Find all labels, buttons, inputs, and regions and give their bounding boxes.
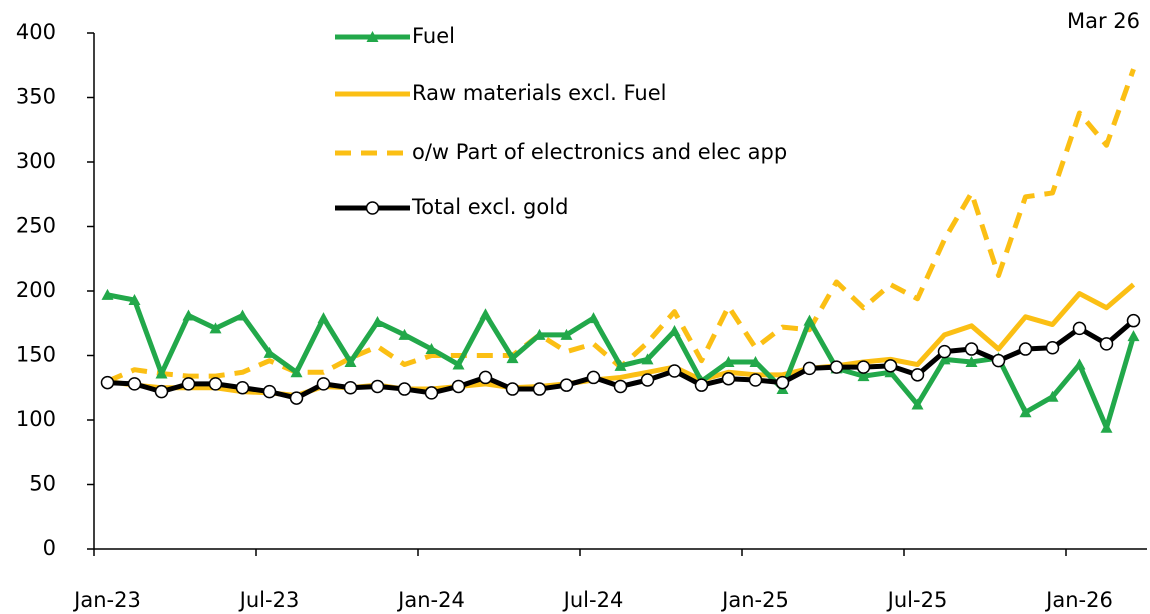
point bbox=[964, 342, 979, 356]
x-tick-label: Jul-25 bbox=[886, 588, 948, 612]
point bbox=[262, 384, 277, 399]
point bbox=[640, 373, 655, 387]
point bbox=[182, 309, 195, 321]
point bbox=[587, 312, 600, 324]
point bbox=[100, 375, 115, 390]
legend-marker bbox=[365, 201, 380, 215]
point bbox=[209, 322, 222, 334]
point bbox=[343, 381, 358, 395]
point bbox=[1127, 330, 1140, 342]
x-tick-label: Jul-23 bbox=[238, 588, 300, 612]
x-tick-label: Jan-26 bbox=[1044, 588, 1113, 612]
point bbox=[749, 355, 762, 367]
x-tick-label: Jul-24 bbox=[562, 588, 624, 612]
point bbox=[938, 353, 951, 365]
point bbox=[424, 386, 439, 400]
point bbox=[667, 364, 682, 378]
y-tick-label: 400 bbox=[16, 20, 56, 44]
y-tick-label: 200 bbox=[16, 278, 56, 302]
y-tick-label: 100 bbox=[16, 407, 56, 431]
point bbox=[452, 358, 465, 370]
point bbox=[1126, 313, 1141, 328]
x-tick-label: Jan-23 bbox=[72, 588, 141, 612]
point bbox=[317, 312, 330, 324]
point bbox=[235, 381, 250, 395]
point bbox=[478, 370, 493, 385]
x-tick-label: Jan-25 bbox=[720, 588, 789, 612]
point bbox=[1046, 390, 1059, 402]
point bbox=[506, 352, 519, 364]
y-tick-label: 0 bbox=[43, 536, 56, 560]
legend-marker bbox=[366, 31, 379, 42]
point bbox=[1099, 337, 1114, 351]
point bbox=[290, 366, 303, 378]
point bbox=[208, 377, 223, 391]
point bbox=[371, 315, 384, 327]
point bbox=[425, 343, 438, 355]
x-tick-label: Jan-24 bbox=[396, 588, 465, 612]
point bbox=[883, 359, 898, 373]
point bbox=[802, 361, 817, 376]
legend-label: Raw materials excl. Fuel bbox=[412, 81, 666, 105]
point bbox=[316, 377, 331, 391]
point bbox=[911, 398, 924, 410]
point bbox=[397, 382, 412, 396]
point bbox=[505, 382, 520, 396]
point bbox=[910, 368, 925, 382]
point bbox=[694, 378, 709, 392]
point bbox=[398, 328, 411, 340]
legend-label: o/w Part of electronics and elec app bbox=[412, 140, 787, 164]
y-tick-label: 50 bbox=[29, 472, 56, 496]
point bbox=[829, 360, 844, 374]
point bbox=[803, 314, 816, 326]
point bbox=[344, 355, 357, 367]
point bbox=[668, 324, 681, 336]
point bbox=[614, 359, 627, 371]
point bbox=[101, 288, 114, 300]
point bbox=[1072, 321, 1087, 336]
point bbox=[560, 328, 573, 340]
point bbox=[263, 346, 276, 358]
point bbox=[857, 370, 870, 382]
point bbox=[236, 309, 249, 321]
legend-label: Total excl. gold bbox=[411, 195, 568, 219]
point bbox=[128, 294, 141, 306]
legend-label: Fuel bbox=[412, 24, 455, 48]
point bbox=[991, 353, 1006, 368]
point bbox=[155, 367, 168, 379]
point bbox=[532, 382, 547, 396]
point bbox=[721, 371, 736, 386]
point bbox=[1073, 358, 1086, 370]
point bbox=[613, 379, 628, 394]
point bbox=[586, 370, 601, 385]
point bbox=[722, 355, 735, 367]
point bbox=[451, 379, 466, 394]
point bbox=[533, 328, 546, 340]
point bbox=[1019, 406, 1032, 418]
point bbox=[1100, 421, 1113, 433]
point bbox=[181, 377, 196, 391]
point bbox=[289, 391, 304, 405]
point bbox=[1018, 342, 1033, 356]
y-tick-label: 250 bbox=[16, 214, 56, 238]
point bbox=[559, 378, 574, 392]
point bbox=[965, 355, 978, 367]
point bbox=[1045, 341, 1060, 355]
point bbox=[775, 375, 790, 390]
y-tick-label: 150 bbox=[16, 343, 56, 367]
point bbox=[856, 360, 871, 374]
point bbox=[479, 308, 492, 320]
point bbox=[154, 384, 169, 399]
point bbox=[937, 344, 952, 359]
point bbox=[748, 373, 763, 387]
y-tick-label: 350 bbox=[16, 85, 56, 109]
point bbox=[370, 379, 385, 394]
point bbox=[127, 377, 142, 391]
annotation: Mar 26 bbox=[1067, 9, 1140, 33]
point bbox=[641, 353, 654, 365]
y-tick-label: 300 bbox=[16, 149, 56, 173]
